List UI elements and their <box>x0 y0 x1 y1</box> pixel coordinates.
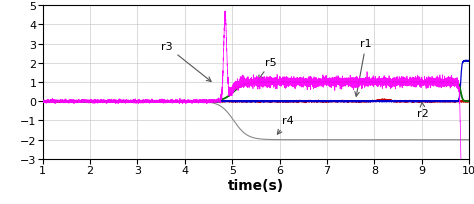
X-axis label: time(s): time(s) <box>228 178 284 192</box>
Text: r4: r4 <box>277 116 294 134</box>
Text: r5: r5 <box>258 58 277 80</box>
Text: r1: r1 <box>355 39 372 97</box>
Text: r3: r3 <box>161 42 211 82</box>
Text: r2: r2 <box>417 102 429 118</box>
